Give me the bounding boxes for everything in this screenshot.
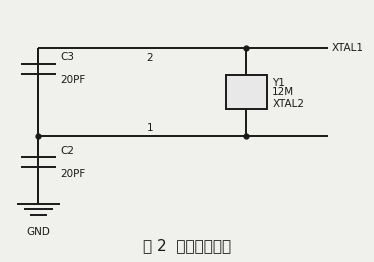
Text: 1: 1	[147, 123, 153, 133]
Text: 图 2  系统振荡电路: 图 2 系统振荡电路	[143, 238, 231, 253]
Text: XTAL2: XTAL2	[272, 99, 304, 109]
Text: GND: GND	[27, 227, 50, 237]
Bar	[226, 75, 267, 109]
Text: 20PF: 20PF	[60, 168, 85, 179]
Text: 2: 2	[147, 53, 153, 63]
Text: Y1: Y1	[272, 78, 285, 88]
Text: C3: C3	[60, 52, 74, 62]
Text: XTAL1: XTAL1	[332, 43, 364, 53]
Text: 12M: 12M	[272, 87, 294, 97]
Text: 20PF: 20PF	[60, 75, 85, 85]
Text: C2: C2	[60, 146, 74, 156]
